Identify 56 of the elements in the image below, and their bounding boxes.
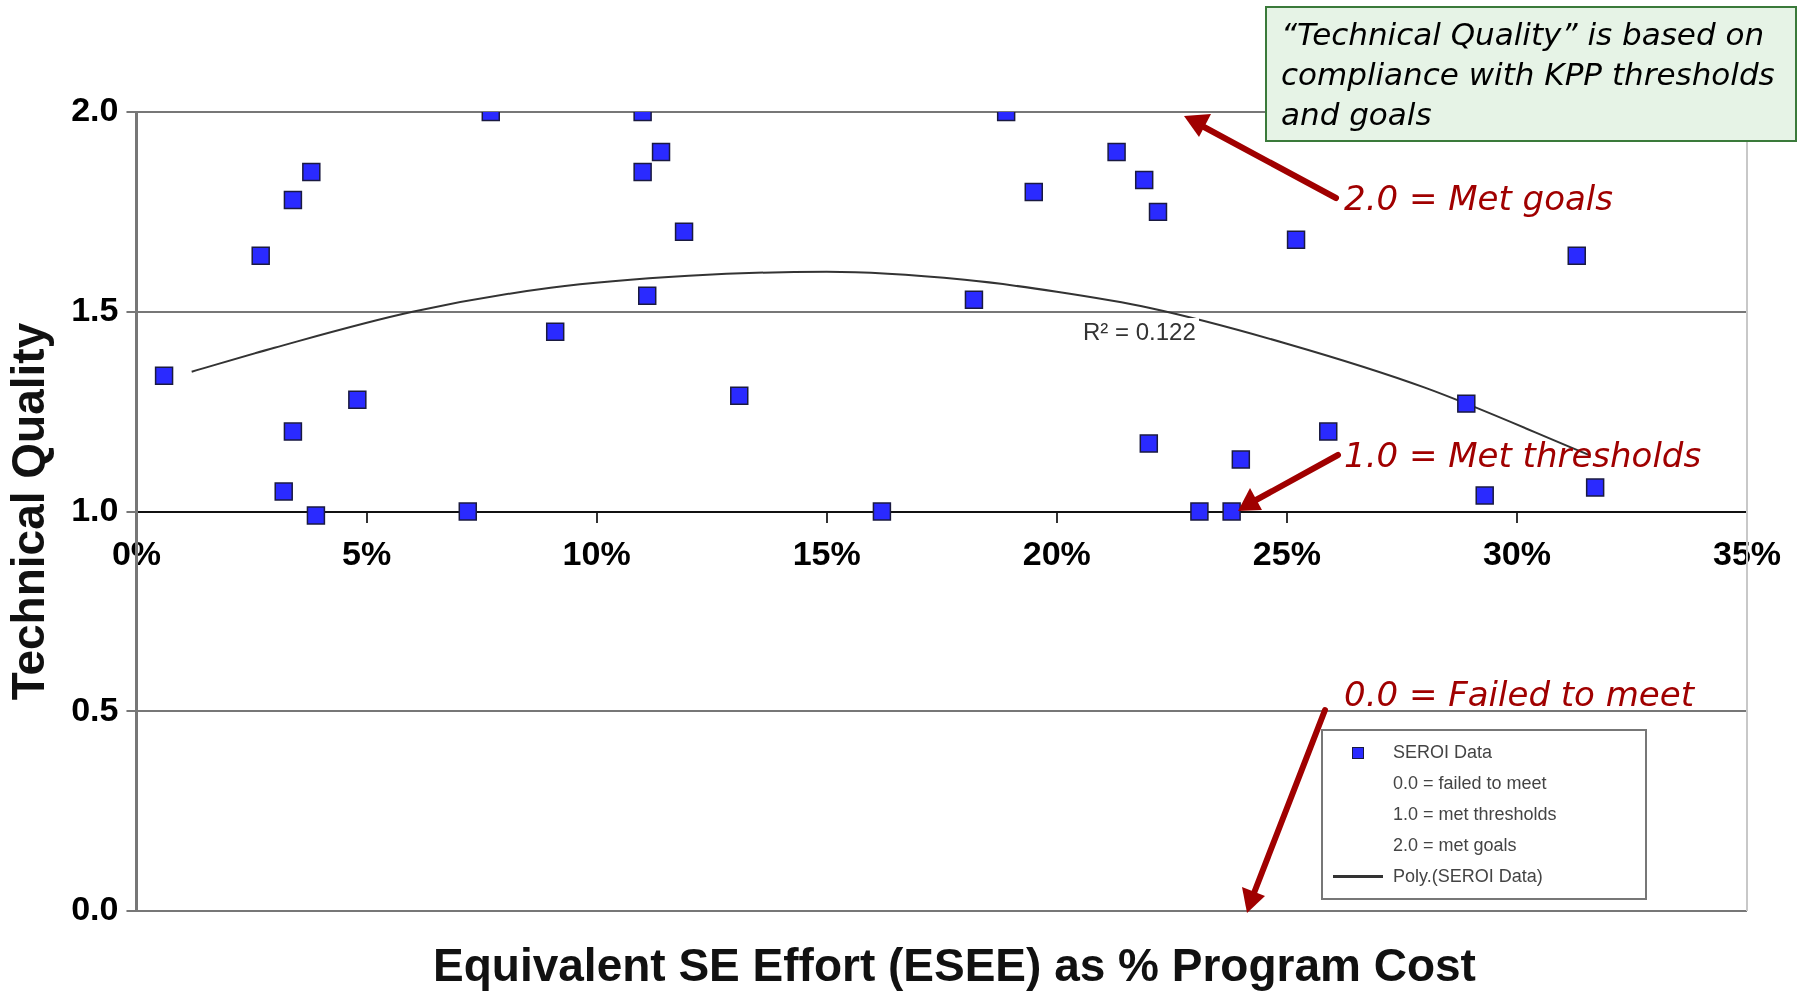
annotation: R² = 0.122 xyxy=(1080,318,1199,346)
x-tick-label: 25% xyxy=(1252,534,1321,573)
point xyxy=(458,502,478,521)
point xyxy=(633,162,652,182)
y-tick-label: 0.5 xyxy=(71,689,119,728)
point xyxy=(274,482,293,501)
point xyxy=(1475,486,1494,505)
x-tick-label: 30% xyxy=(1482,534,1551,573)
point xyxy=(1231,450,1251,469)
annotation: 0.0 = Failed to meet xyxy=(1344,674,1694,714)
y-tick-label: 1.0 xyxy=(71,489,119,528)
annotation: “Technical Quality” is based on compliance with KPP thresholds and goals xyxy=(1265,6,1797,142)
point xyxy=(154,366,174,385)
point xyxy=(545,322,565,341)
y-axis-title: Technical Quality xyxy=(2,322,55,701)
point xyxy=(302,162,321,182)
point xyxy=(1585,478,1605,497)
x-tick-label: 0% xyxy=(111,534,162,573)
point xyxy=(1190,502,1209,521)
x-tick-label: 15% xyxy=(792,534,861,573)
point xyxy=(1286,230,1306,250)
point xyxy=(1024,182,1043,202)
point xyxy=(651,142,671,162)
point xyxy=(1139,434,1159,453)
x-tick-label: 10% xyxy=(562,534,631,573)
point xyxy=(1319,422,1338,441)
point xyxy=(1134,170,1154,190)
annotation: 2.0 = met goals xyxy=(1393,835,1517,856)
point xyxy=(1457,394,1476,413)
annotation: 2.0 = Met goals xyxy=(1344,178,1613,218)
point xyxy=(964,290,984,309)
annotation: 1.0 = met thresholds xyxy=(1393,804,1557,825)
legend-label: SEROI Data xyxy=(1393,742,1493,763)
point xyxy=(306,506,326,525)
point xyxy=(1107,142,1126,162)
x-tick-label: 5% xyxy=(341,534,392,573)
point xyxy=(872,502,892,521)
point xyxy=(251,246,270,266)
y-tick-label: 0.0 xyxy=(71,889,119,928)
point xyxy=(1222,502,1241,521)
y-tick-label: 1.5 xyxy=(71,290,119,329)
y-tick-label: 2.0 xyxy=(71,90,119,129)
point xyxy=(638,286,657,306)
x-tick-label: 20% xyxy=(1022,534,1091,573)
point xyxy=(730,386,749,405)
point xyxy=(1148,202,1168,222)
annotation: 1.0 = Met thresholds xyxy=(1344,435,1702,475)
point xyxy=(348,390,367,409)
annotation: 0.0 = failed to meet xyxy=(1393,773,1547,794)
point xyxy=(674,222,694,242)
point xyxy=(283,190,303,210)
point xyxy=(1567,246,1586,266)
point xyxy=(283,422,303,441)
x-tick-label: 35% xyxy=(1712,534,1782,573)
x-axis-title: Equivalent SE Effort (ESEE) as % Program Cost xyxy=(432,938,1477,992)
legend-label: Poly.(SEROI Data) xyxy=(1393,866,1543,887)
